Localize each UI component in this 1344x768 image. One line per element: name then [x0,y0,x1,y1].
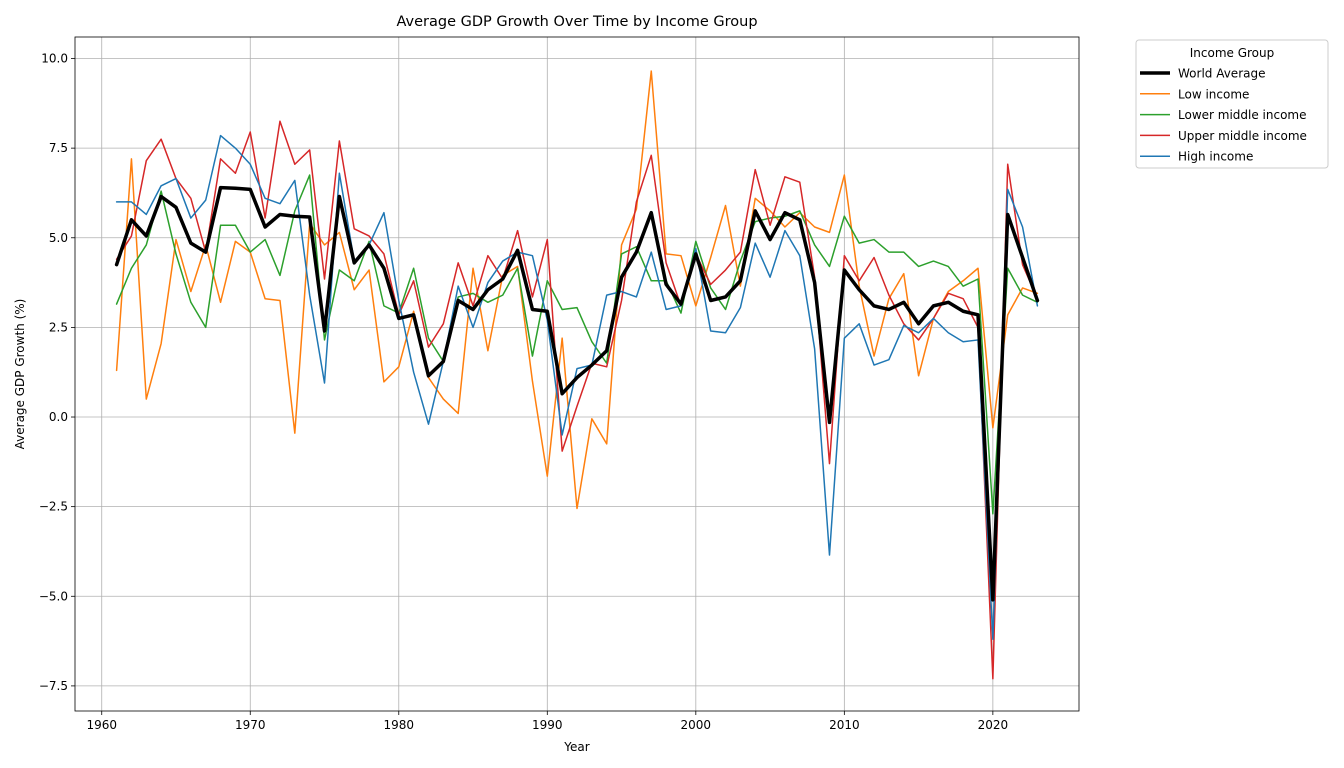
legend-label-world-average: World Average [1178,67,1265,81]
y-tick-label: 7.5 [49,141,68,155]
y-tick-label: −2.5 [39,500,68,514]
x-tick-label: 1970 [235,718,266,732]
x-tick-label: 1980 [384,718,415,732]
x-tick-label: 2010 [829,718,860,732]
x-tick-label: 2020 [978,718,1009,732]
legend-label-upper-middle-income: Upper middle income [1178,129,1307,143]
x-tick-label: 1990 [532,718,563,732]
x-tick-label: 2000 [681,718,712,732]
y-tick-label: −5.0 [39,589,68,603]
legend-items: World Average Low income Lower middle inco… [1140,67,1307,164]
y-tick-label: 0.0 [49,410,68,424]
series-line-lower-middle-income [115,174,1039,515]
y-tick-label: 2.5 [49,320,68,334]
legend-title: Income Group [1190,46,1275,60]
y-tick-label: 10.0 [41,52,68,66]
legend-label-lower-middle-income: Lower middle income [1178,108,1307,122]
y-axis-label: Average GDP Growth (%) [13,299,27,450]
chart-title: Average GDP Growth Over Time by Income G… [396,14,757,30]
grid-lines [75,37,1079,711]
legend-label-low-income: Low income [1178,87,1249,101]
legend-box [1135,39,1329,169]
x-axis-ticks: 1960 1970 1980 1990 2000 2010 2020 [86,711,1008,732]
x-axis-label: Year [563,740,589,754]
series-line-high-income [115,134,1039,641]
x-tick-label: 1960 [86,718,117,732]
series-line-upper-middle-income [115,120,1039,680]
series-line-world-average [114,185,1040,602]
legend: Income Group World Average Low income Lowe… [1135,39,1329,169]
series-line-low-income [115,70,1039,510]
y-tick-label: −7.5 [39,679,68,693]
plot-area-frame [74,36,1080,712]
y-tick-label: 5.0 [49,231,68,245]
legend-label-high-income: High income [1178,150,1253,164]
series-lines [114,70,1040,680]
y-axis-ticks: −7.5 −5.0 −2.5 0.0 2.5 5.0 7.5 10.0 [39,52,75,693]
